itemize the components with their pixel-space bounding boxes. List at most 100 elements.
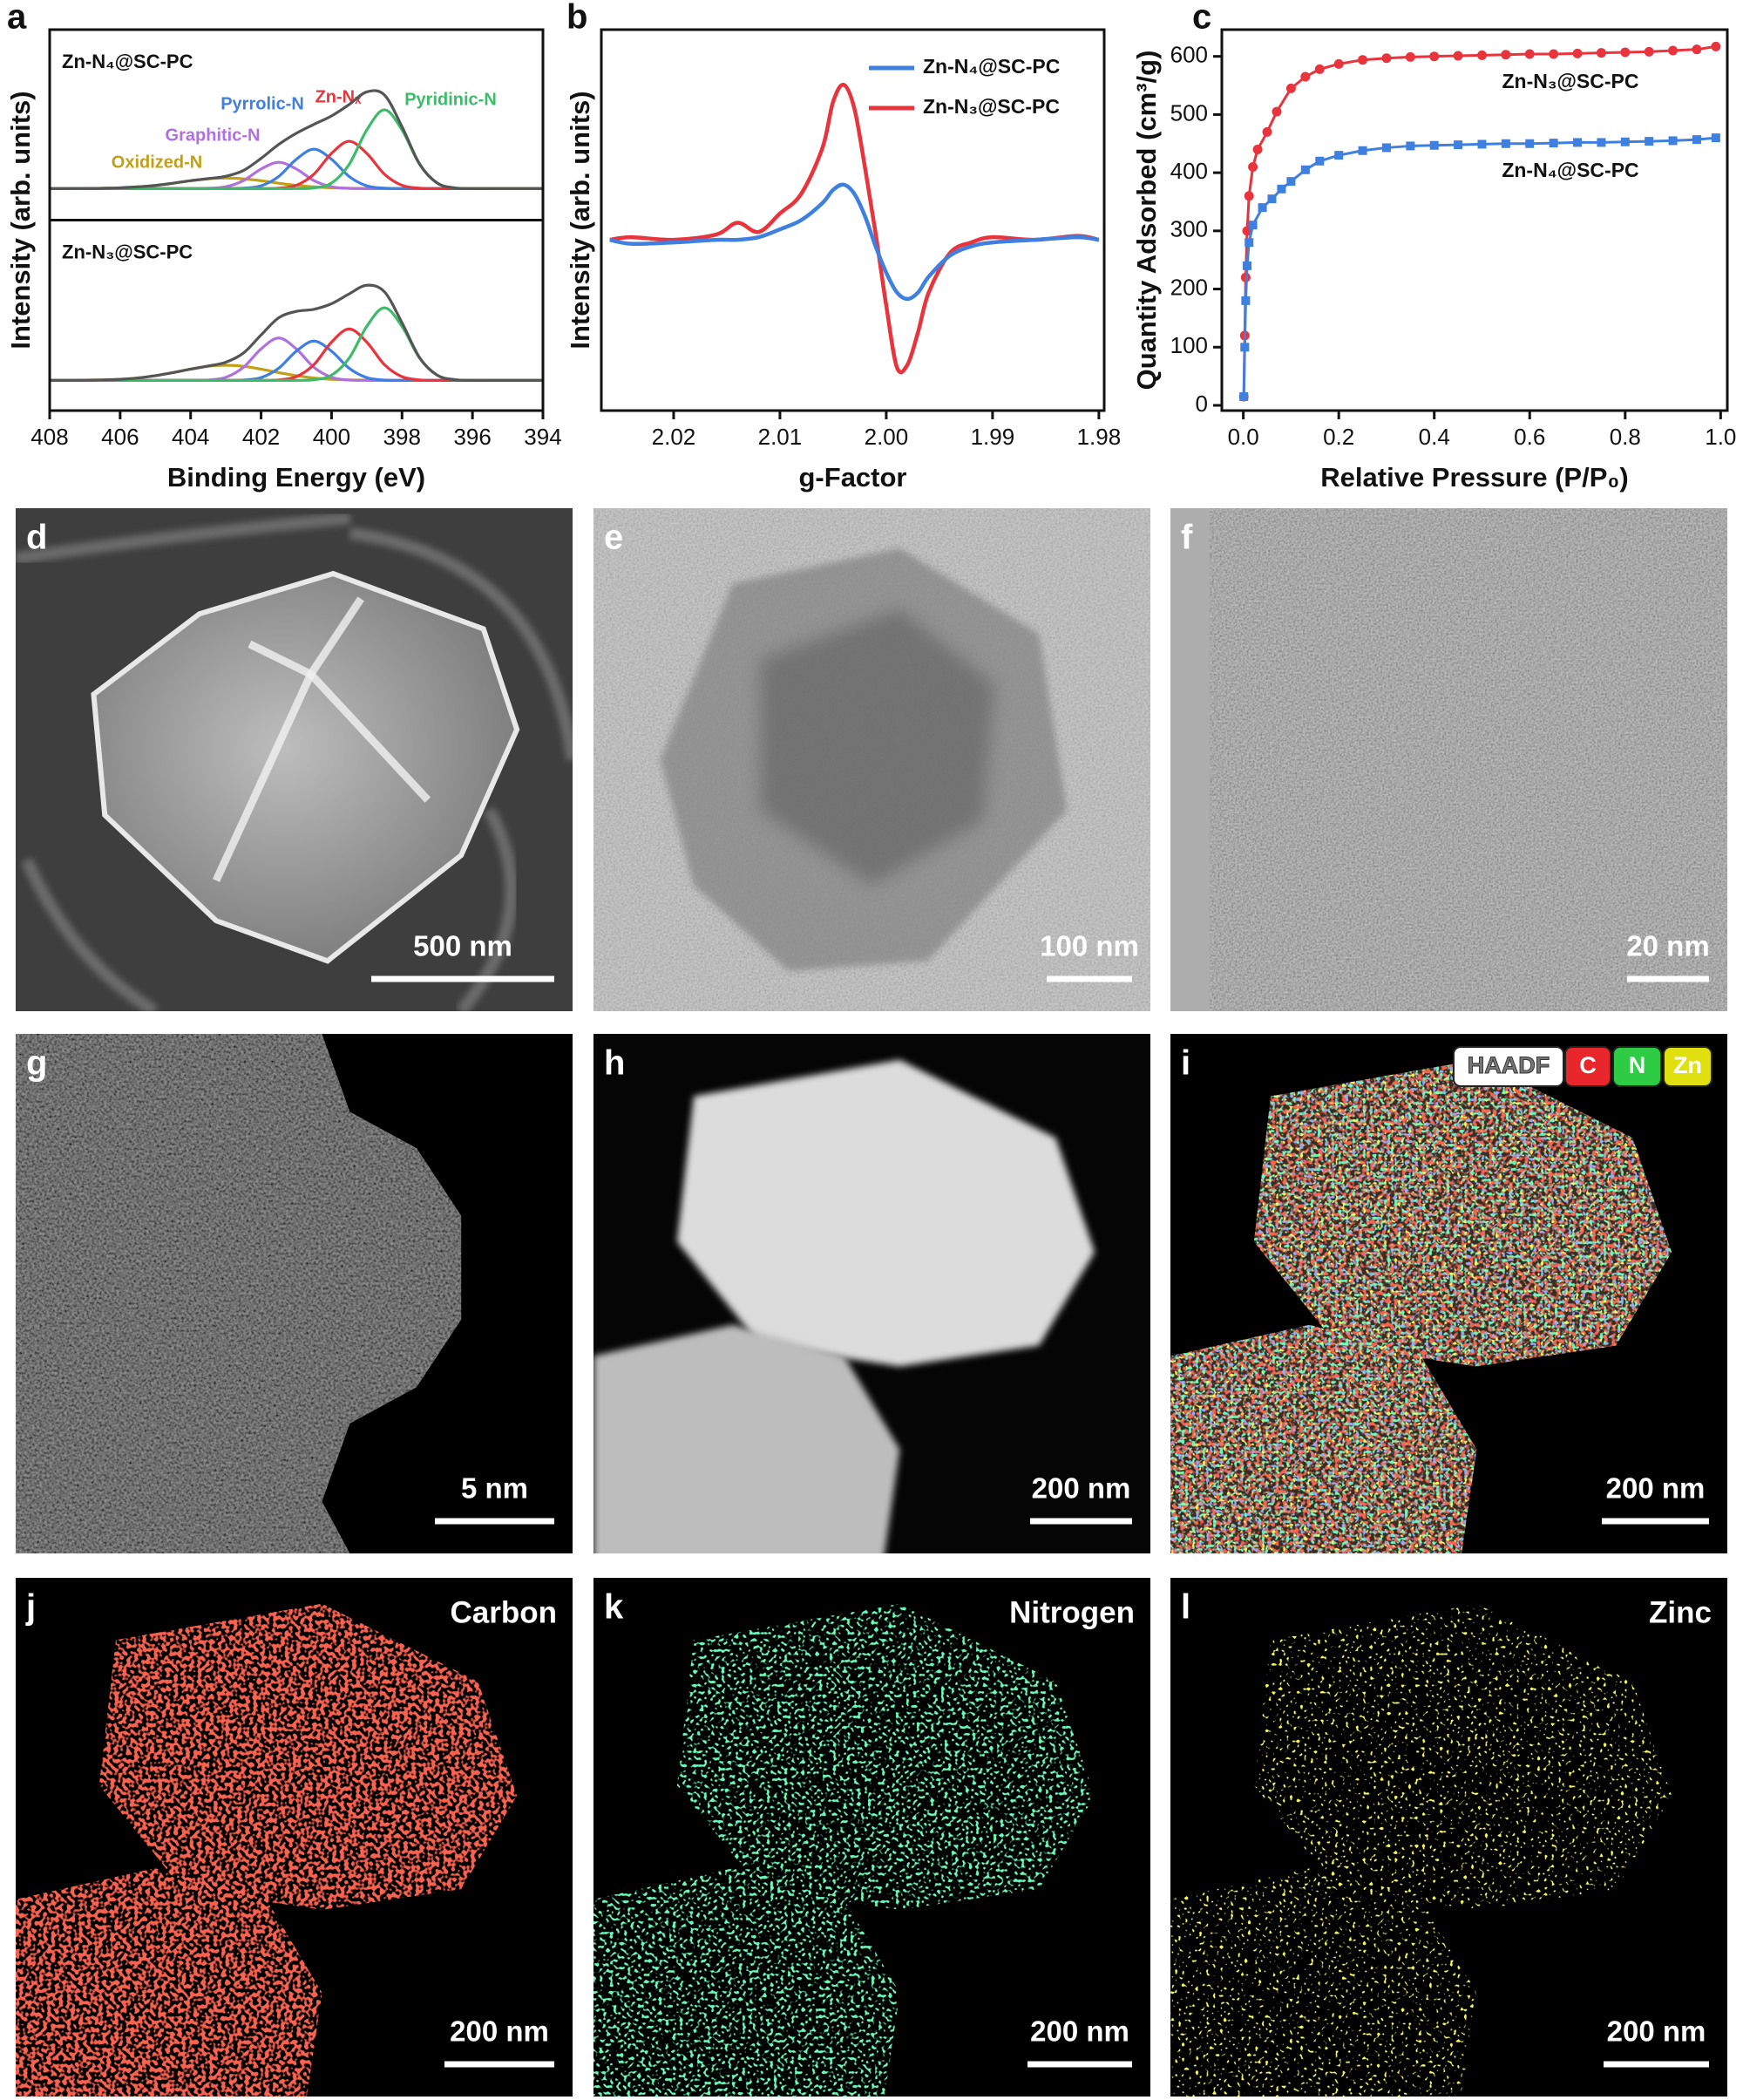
marker bbox=[1573, 138, 1583, 147]
region bbox=[676, 1603, 1095, 1910]
series-label: Graphitic-N bbox=[166, 126, 261, 145]
x-tick-label: 2.01 bbox=[758, 424, 803, 450]
x-tick-label: 406 bbox=[101, 424, 139, 450]
marker bbox=[1597, 138, 1606, 147]
panel-letter: f bbox=[1181, 519, 1193, 557]
panel-letter: d bbox=[26, 519, 47, 557]
marker bbox=[1525, 139, 1535, 148]
micrograph bbox=[16, 1034, 573, 1553]
marker bbox=[1453, 51, 1463, 61]
panel-letter: k bbox=[604, 1588, 624, 1627]
scale-bar-label: 200 nm bbox=[1606, 1472, 1706, 1505]
ridge bbox=[248, 640, 313, 678]
marker bbox=[1239, 391, 1249, 401]
x-axis-label: Binding Energy (eV) bbox=[167, 462, 425, 493]
marker bbox=[1286, 177, 1296, 187]
marker bbox=[1645, 137, 1654, 146]
marker bbox=[1241, 296, 1251, 305]
micrograph bbox=[16, 1578, 573, 2097]
x-tick-label: 0.2 bbox=[1323, 424, 1354, 450]
marker bbox=[1240, 343, 1250, 352]
y-tick-label: 500 bbox=[1170, 99, 1208, 126]
region bbox=[593, 1868, 900, 2097]
scale-bar-label: 200 nm bbox=[1607, 2015, 1706, 2048]
marker bbox=[1358, 55, 1368, 65]
ridge bbox=[308, 671, 431, 803]
x-tick-label: 0.6 bbox=[1514, 424, 1545, 450]
marker bbox=[1248, 221, 1258, 230]
series-line bbox=[609, 83, 1100, 375]
marker bbox=[1692, 135, 1701, 145]
micrograph bbox=[1170, 1578, 1727, 2097]
legend-label: C bbox=[1579, 1052, 1597, 1078]
marker bbox=[1524, 49, 1535, 59]
sheet-fold bbox=[16, 512, 351, 565]
scale-bar-label: 100 nm bbox=[1040, 930, 1139, 962]
x-axis-label: g-Factor bbox=[799, 462, 907, 493]
x-tick-label: 396 bbox=[453, 424, 491, 450]
legend-label: N bbox=[1629, 1052, 1646, 1078]
marker bbox=[1692, 44, 1702, 55]
x-tick-label: 0.8 bbox=[1610, 424, 1641, 450]
panel-letter: b bbox=[566, 0, 587, 37]
x-axis-label: Relative Pressure (P/P₀) bbox=[1320, 462, 1628, 493]
marker bbox=[1596, 48, 1606, 58]
x-tick-label: 2.02 bbox=[652, 424, 696, 450]
scale-bar-label: 20 nm bbox=[1626, 930, 1709, 962]
legend-label: Zn bbox=[1673, 1052, 1702, 1078]
region bbox=[91, 570, 520, 964]
marker bbox=[1454, 140, 1463, 150]
marker bbox=[1644, 46, 1654, 57]
scale-bar-label: 5 nm bbox=[461, 1472, 528, 1505]
marker bbox=[1476, 50, 1487, 60]
marker bbox=[1406, 141, 1415, 151]
x-tick-label: 398 bbox=[383, 424, 421, 450]
plot-frame bbox=[1220, 28, 1729, 412]
micrograph bbox=[1170, 508, 1727, 1011]
plot-frame bbox=[48, 28, 545, 412]
y-tick-label: 0 bbox=[1196, 391, 1208, 417]
marker bbox=[1668, 136, 1678, 146]
sheet-fold bbox=[456, 806, 518, 1011]
x-tick-label: 394 bbox=[524, 424, 561, 450]
y-tick-label: 200 bbox=[1170, 274, 1208, 300]
marker bbox=[1711, 133, 1720, 143]
marker bbox=[1277, 184, 1286, 194]
marker bbox=[1711, 41, 1721, 51]
x-tick-label: 0.0 bbox=[1228, 424, 1259, 450]
edge bbox=[1170, 508, 1210, 1011]
x-tick-label: 400 bbox=[313, 424, 350, 450]
marker bbox=[1429, 51, 1440, 62]
legend-box bbox=[1453, 1046, 1564, 1087]
series-label: Zn-N₃@SC-PC bbox=[1502, 70, 1639, 92]
noise bbox=[1170, 508, 1727, 1011]
marker bbox=[1549, 49, 1559, 59]
series-line bbox=[609, 182, 1100, 302]
legend-box bbox=[1612, 1046, 1662, 1087]
x-tick-label: 404 bbox=[172, 424, 209, 450]
region bbox=[1170, 1868, 1477, 2097]
legend-label: Zn-N₄@SC-PC bbox=[923, 55, 1060, 78]
panel-letter: c bbox=[1192, 0, 1211, 37]
x-tick-label: 0.4 bbox=[1419, 424, 1450, 450]
marker bbox=[1668, 45, 1679, 56]
panel-letter: j bbox=[25, 1588, 36, 1627]
series-label: Zn-Nₓ bbox=[315, 87, 363, 106]
marker bbox=[1477, 139, 1487, 149]
marker bbox=[1267, 194, 1277, 204]
marker bbox=[1300, 165, 1310, 174]
series-line bbox=[49, 327, 543, 382]
y-tick-label: 300 bbox=[1170, 216, 1208, 242]
region bbox=[1253, 1059, 1672, 1367]
panel-letter: h bbox=[604, 1044, 625, 1083]
series-line bbox=[49, 89, 543, 190]
micrograph bbox=[593, 1034, 1150, 1553]
panel-letter: l bbox=[1181, 1588, 1190, 1627]
x-tick-label: 1.99 bbox=[971, 424, 1015, 450]
x-tick-label: 1.0 bbox=[1705, 424, 1736, 450]
series-label: Zn-N₄@SC-PC bbox=[1502, 159, 1638, 181]
y-tick-label: 100 bbox=[1170, 332, 1208, 358]
series-line bbox=[50, 108, 543, 190]
element-label: Nitrogen bbox=[1009, 1595, 1135, 1629]
